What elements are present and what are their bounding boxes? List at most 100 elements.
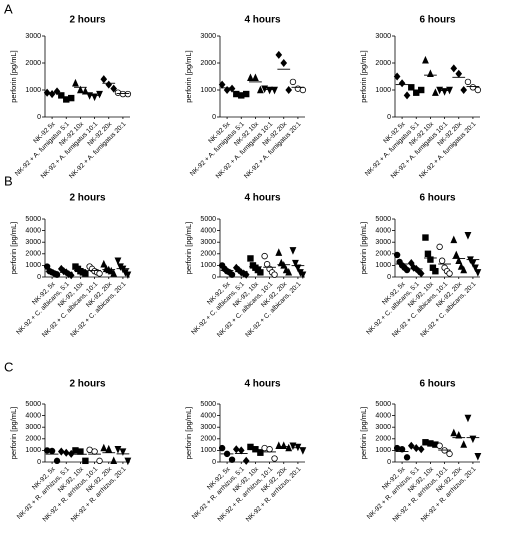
y-tick-label: 5000 (375, 401, 391, 408)
y-tick-label: 0 (212, 459, 216, 466)
y-tick-label: 2000 (375, 60, 391, 67)
data-point (82, 270, 89, 277)
y-tick-label: 3000 (25, 33, 41, 40)
y-tick-label: 1000 (375, 87, 391, 94)
y-tick-label: 1000 (25, 87, 41, 94)
y-axis-label: perforin [pg/mL] (9, 407, 18, 460)
y-tick-label: 3000 (375, 424, 391, 431)
y-tick-label: 2000 (200, 60, 216, 67)
data-point (460, 265, 468, 274)
data-point (242, 270, 250, 279)
y-axis-label: perforin [pg/mL] (184, 50, 193, 103)
data-point (257, 269, 264, 276)
data-point (452, 250, 460, 259)
data-point (427, 256, 434, 263)
data-point (53, 457, 61, 465)
y-tick-label: 3000 (375, 239, 391, 246)
data-point (100, 259, 108, 268)
data-point (251, 73, 259, 82)
data-point (96, 457, 103, 465)
y-tick-label: 5000 (25, 401, 41, 408)
y-tick-label: 2000 (25, 60, 41, 67)
data-point (450, 235, 458, 244)
data-point (464, 232, 472, 240)
data-point (431, 88, 439, 96)
y-tick-label: 0 (37, 274, 41, 281)
data-point (218, 444, 226, 452)
data-point (91, 93, 99, 102)
y-tick-label: 0 (212, 274, 216, 281)
data-point (271, 271, 278, 278)
data-point (464, 78, 472, 86)
data-point (450, 64, 458, 73)
data-point (408, 84, 415, 91)
data-point (474, 452, 482, 461)
data-point (432, 267, 439, 275)
y-tick-label: 1000 (200, 87, 216, 94)
data-point (422, 234, 429, 241)
data-point (455, 69, 463, 78)
y-tick-label: 5000 (200, 401, 216, 408)
y-tick-label: 3000 (200, 33, 216, 40)
y-tick-label: 4000 (25, 227, 41, 234)
data-point (285, 443, 293, 452)
y-axis-label: perforin [pg/mL] (184, 407, 193, 460)
data-point (285, 85, 293, 95)
data-point (398, 446, 406, 453)
data-point (289, 247, 297, 255)
y-tick-label: 4000 (200, 227, 216, 234)
y-axis-label: perforin [pg/mL] (184, 222, 193, 275)
data-point (68, 94, 75, 102)
data-point (424, 250, 432, 257)
data-point (53, 87, 61, 96)
chart-title: 6 hours (419, 193, 456, 204)
data-point (119, 448, 127, 456)
data-point (393, 72, 401, 81)
data-point (232, 445, 240, 454)
y-tick-label: 4000 (200, 412, 216, 419)
y-tick-label: 3000 (375, 33, 391, 40)
data-point (460, 85, 468, 95)
chart-title: 4 hours (244, 193, 281, 204)
data-point (455, 430, 463, 439)
y-tick-label: 2000 (25, 251, 41, 258)
data-point (237, 446, 245, 455)
y-tick-label: 3000 (25, 239, 41, 246)
data-point (299, 271, 307, 280)
chart-title: 4 hours (244, 379, 281, 390)
data-point (76, 85, 84, 94)
data-point (266, 86, 274, 95)
data-point (110, 269, 118, 277)
y-tick-label: 2000 (200, 251, 216, 258)
chart-title: 2 hours (69, 15, 106, 26)
data-point (261, 252, 268, 260)
y-tick-label: 0 (387, 114, 391, 121)
y-tick-label: 4000 (375, 227, 391, 234)
data-point (436, 442, 443, 449)
data-point (275, 50, 283, 59)
data-point (393, 251, 401, 259)
chart-title: 2 hours (69, 379, 106, 390)
data-point (398, 79, 406, 88)
data-point (294, 443, 302, 452)
data-point (460, 440, 468, 448)
data-point (450, 428, 458, 437)
y-axis-label: perforin [pg/mL] (9, 222, 18, 275)
y-tick-label: 3000 (200, 239, 216, 246)
chart-title: 6 hours (419, 379, 456, 390)
data-point (82, 457, 89, 465)
data-point (280, 441, 288, 449)
data-point (292, 259, 299, 268)
chart-title: 2 hours (69, 193, 106, 204)
data-point (469, 435, 477, 444)
panel-label: C (4, 359, 13, 374)
data-point (100, 75, 108, 84)
data-point (403, 91, 411, 100)
y-tick-label: 1000 (25, 447, 41, 454)
data-point (417, 445, 425, 454)
data-point (247, 73, 254, 82)
y-tick-label: 4000 (25, 412, 41, 419)
y-tick-label: 0 (387, 459, 391, 466)
data-point (422, 55, 429, 64)
y-tick-label: 2000 (375, 251, 391, 258)
